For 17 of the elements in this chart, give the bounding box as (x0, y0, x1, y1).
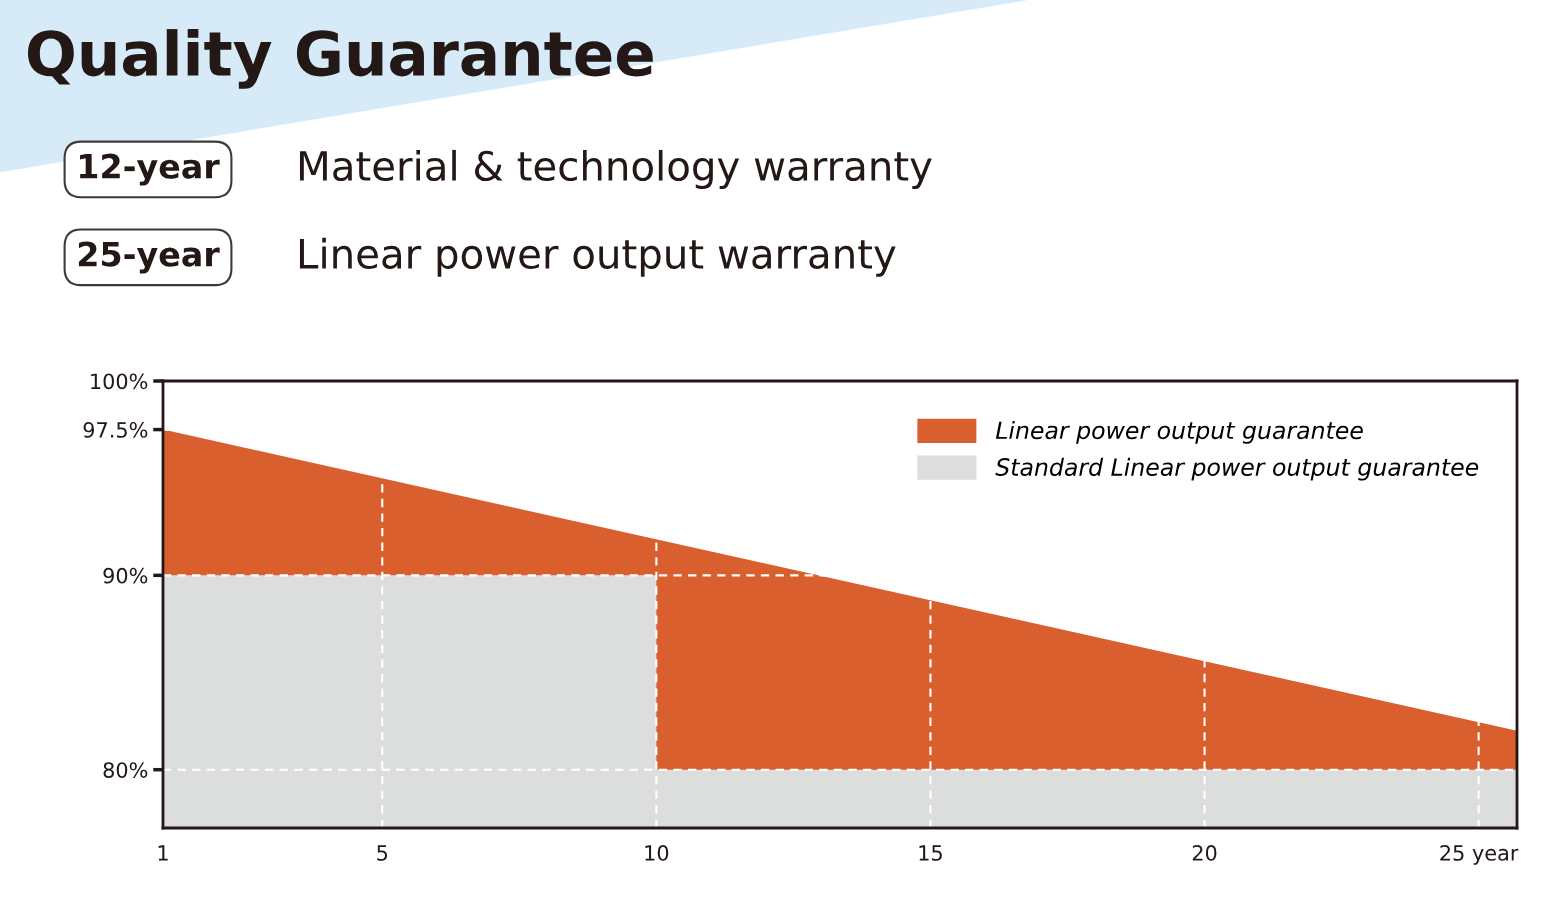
x-tick-label: 10 (645, 845, 669, 861)
x-tick-label: 25 year (1440, 845, 1519, 865)
y-tick-label: 97.5% (83, 422, 148, 438)
y-tick-label: 100% (91, 373, 148, 390)
x-tick-label: 20 (1192, 845, 1217, 861)
legend-label: Linear power output guarantee (995, 420, 1363, 444)
text: Linear power output warranty (299, 237, 896, 277)
text: Material & technology warranty (299, 149, 932, 189)
legend-label: Standard Linear power output guarantee (995, 457, 1479, 481)
text: 25-year (78, 241, 220, 274)
x-tick-label: 5 (377, 845, 388, 861)
x-tick-label: 1 (158, 845, 168, 861)
x-tick-label: 15 (919, 845, 942, 861)
y-tick-label: 90% (103, 567, 148, 584)
chart-title: Quality Guarantee (27, 29, 653, 89)
y-tick-label: 80% (103, 762, 148, 778)
text: 12-year (80, 153, 220, 186)
